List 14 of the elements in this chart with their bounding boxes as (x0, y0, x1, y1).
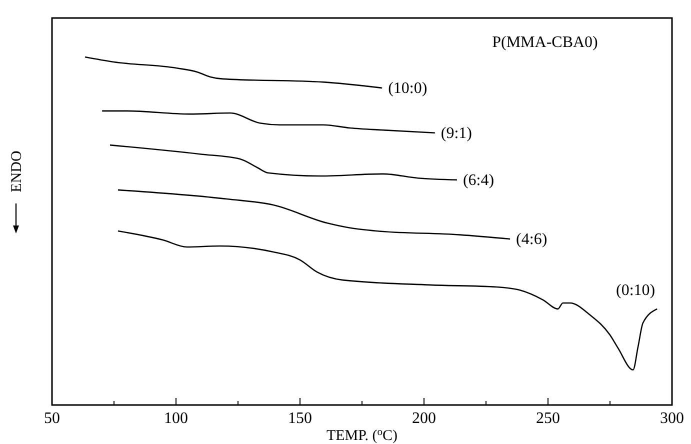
x-tick-label: 150 (288, 410, 312, 427)
x-axis-title: TEMP. ($^{o}$C) (326, 426, 398, 444)
x-tick-label: 100 (164, 410, 188, 427)
legend-title: P(MMA-CBA0) (492, 34, 598, 51)
series-label: (10:0) (388, 80, 428, 97)
series-label: (0:10) (616, 282, 656, 299)
x-tick-label: 250 (536, 410, 560, 427)
x-tick-label: 50 (44, 410, 60, 427)
x-tick-label: 300 (660, 410, 684, 427)
series-label: (6:4) (462, 172, 494, 189)
x-tick-label: 200 (412, 410, 436, 427)
series-label: (9:1) (440, 124, 472, 142)
y-axis-title: ENDO (9, 150, 25, 192)
series-label: (4:6) (516, 231, 548, 248)
